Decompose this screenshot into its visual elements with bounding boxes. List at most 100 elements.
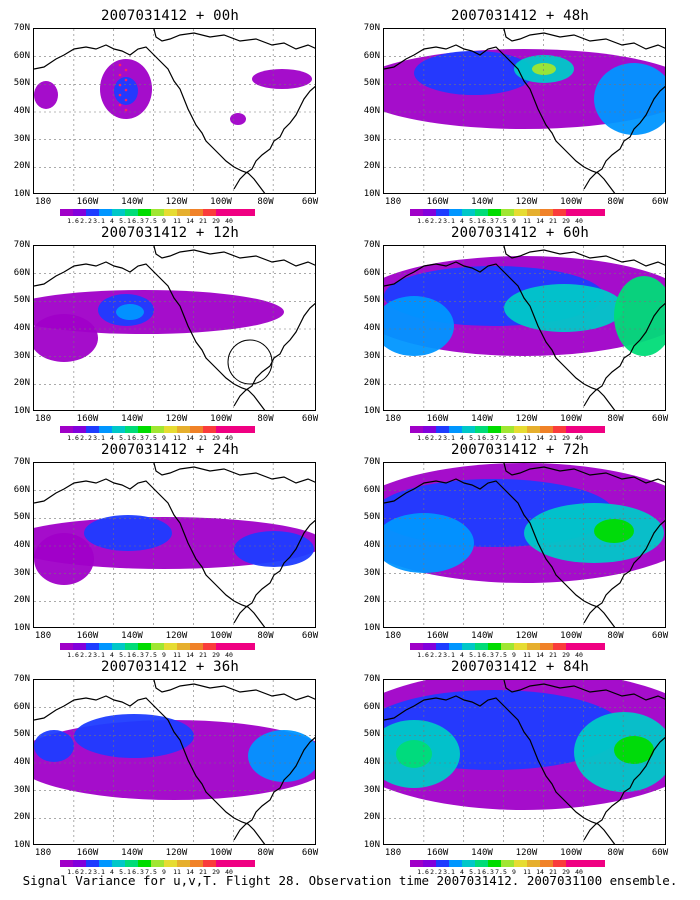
lat-tick-label: 30N (13, 567, 30, 578)
lat-tick-label: 40N (13, 323, 30, 333)
colorbar-tick-label: 11 (173, 217, 181, 225)
colorbar-swatch (60, 643, 73, 650)
colorbar-swatch (216, 643, 229, 650)
colorbar-tick-label: 1.6 (417, 434, 429, 442)
colorbar-tick-label: 5.1 (469, 217, 481, 225)
map-plot-area (383, 245, 666, 411)
colorbar-swatch (553, 643, 566, 650)
colorbar-swatch (203, 860, 216, 867)
colorbar-tick-label: 4 (460, 434, 464, 442)
lat-tick-label: 40N (13, 540, 30, 550)
flight-track-point (124, 78, 128, 82)
variance-contour (594, 63, 665, 135)
map-svg (34, 29, 315, 193)
colorbar-swatch (190, 860, 203, 867)
coastline (233, 302, 315, 407)
lon-tick-label: 120W (515, 631, 538, 641)
colorbar-tick-label: 14 (186, 434, 194, 442)
lat-tick-label: 10N (363, 623, 380, 633)
lon-tick-label: 160W (76, 848, 99, 858)
colorbar-swatch (242, 426, 255, 433)
colorbar-tick-label: 4 (460, 868, 464, 876)
lat-tick-label: 10N (13, 406, 30, 416)
lat-tick-label: 40N (13, 757, 30, 767)
colorbar-swatch (540, 643, 553, 650)
colorbar-tick-label: 4 (460, 217, 464, 225)
coastline (34, 44, 266, 193)
lon-tick-label: 100W (210, 197, 232, 207)
colorbar (60, 643, 255, 650)
colorbar-swatch (177, 643, 190, 650)
variance-contour (504, 284, 624, 332)
variance-contour (34, 290, 284, 334)
map-panel: 2007031412 + 24h 70N 60N 50N 40N 30N 20N 10N 180… (0, 442, 340, 659)
map-plot-area (33, 679, 316, 845)
colorbar-swatch (514, 209, 527, 216)
colorbar-tick-label: 9 (162, 217, 166, 225)
colorbar-tick-label: 7.5 (145, 651, 157, 659)
colorbar-swatch (488, 426, 501, 433)
variance-contour (414, 51, 534, 95)
colorbar-swatch (86, 643, 99, 650)
colorbar-swatch (514, 643, 527, 650)
colorbar-tick-label: 21 (549, 217, 557, 225)
lat-tick-label: 40N (363, 106, 380, 116)
colorbar-tick-label: 2.2 (430, 217, 442, 225)
coastline (503, 246, 665, 267)
colorbar-swatch (449, 209, 462, 216)
lon-tick-label: 60W (301, 848, 319, 858)
lat-tick-label: 50N (13, 295, 30, 306)
colorbar-tick-label: 21 (199, 434, 207, 442)
colorbar-swatch (112, 209, 125, 216)
coastline (503, 463, 665, 484)
colorbar-swatch (462, 643, 475, 650)
colorbar-swatch (475, 643, 488, 650)
lat-tick-label: 20N (13, 378, 30, 389)
colorbar (60, 426, 255, 433)
lat-tick-label: 10N (13, 189, 30, 199)
colorbar-tick-label: 9 (512, 651, 516, 659)
colorbar-tick-label: 29 (212, 651, 220, 659)
lon-tick-label: 140W (471, 631, 493, 641)
colorbar-tick-label: 6.3 (132, 217, 144, 225)
colorbar-swatch (138, 643, 151, 650)
colorbar-tick-label: 1.6 (417, 651, 429, 659)
lat-tick-label: 20N (13, 812, 30, 823)
colorbar-tick-label: 29 (212, 434, 220, 442)
colorbar-swatch (475, 426, 488, 433)
colorbar-swatch (566, 426, 579, 433)
variance-contour (524, 503, 664, 563)
lat-tick-label: 30N (13, 350, 30, 361)
coastline (583, 302, 665, 407)
lat-tick-label: 50N (363, 512, 380, 523)
colorbar-swatch (99, 643, 112, 650)
colorbar-swatch (164, 209, 177, 216)
colorbar-swatch (475, 860, 488, 867)
colorbar (60, 209, 255, 216)
colorbar (410, 209, 605, 216)
lon-tick-label: 60W (651, 848, 669, 858)
variance-contour (34, 533, 94, 585)
coastline (233, 85, 315, 190)
colorbar-swatch (423, 643, 436, 650)
colorbar-swatch (177, 209, 190, 216)
lon-tick-label: 80W (257, 197, 274, 207)
map-plot-area (383, 679, 666, 845)
colorbar-tick-label: 21 (549, 434, 557, 442)
lat-tick-label: 10N (13, 623, 30, 633)
coastline (233, 736, 315, 841)
lon-tick-label: 140W (121, 848, 143, 858)
colorbar-swatch (462, 209, 475, 216)
colorbar-swatch (138, 426, 151, 433)
lat-tick-label: 60N (13, 484, 30, 495)
colorbar-swatch (514, 426, 527, 433)
lat-tick-label: 10N (363, 406, 380, 416)
variance-contour (614, 736, 654, 764)
map-svg (384, 246, 665, 410)
lon-tick-label: 140W (471, 197, 493, 207)
lon-tick-label: 120W (165, 631, 188, 641)
colorbar-tick-label: 14 (536, 217, 544, 225)
lon-tick-label: 80W (607, 848, 624, 858)
lon-tick-label: 60W (651, 197, 669, 207)
colorbar-swatch (73, 426, 86, 433)
